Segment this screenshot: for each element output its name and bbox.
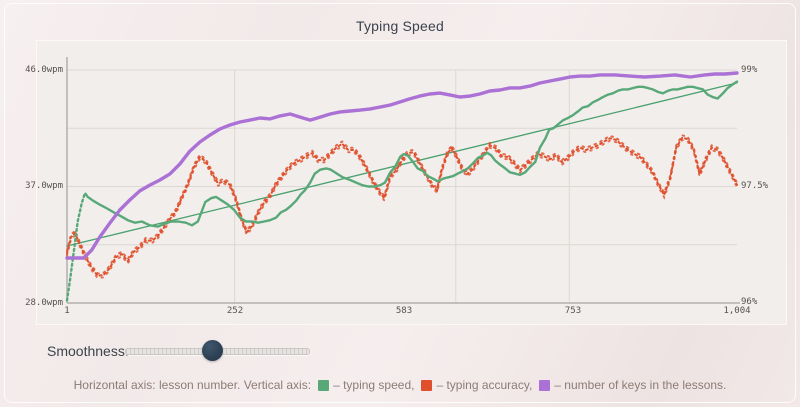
x-axis-tick-1: 1 bbox=[64, 306, 70, 316]
series-typing-accuracy bbox=[66, 134, 738, 275]
series-typing-accuracy bbox=[66, 138, 738, 280]
chart-title: Typing Speed bbox=[355, 18, 445, 34]
axes-legend: Horizontal axis: lesson number. Vertical… bbox=[0, 378, 800, 392]
x-axis-tick-252: 252 bbox=[226, 306, 244, 316]
y-axis-tick-right-97-5: 97.5% bbox=[741, 181, 769, 191]
x-axis-tick-1004: 1,004 bbox=[723, 306, 751, 316]
legend-swatch-number-of-keys bbox=[539, 380, 551, 391]
chart-paper bbox=[36, 40, 787, 325]
y-axis-tick-right-96: 96% bbox=[741, 297, 758, 307]
legend-typing-accuracy-label: – typing accuracy, bbox=[436, 378, 533, 392]
series-typing-speed-trend bbox=[66, 82, 738, 247]
y-axis-tick-left-46: 46.0wpm bbox=[25, 65, 63, 75]
legend-swatch-typing-speed bbox=[318, 380, 330, 391]
legend-prefix: Horizontal axis: lesson number. Vertical… bbox=[73, 378, 312, 392]
y-axis-tick-right-99: 99% bbox=[741, 65, 758, 75]
y-axis-tick-left-28: 28.0wpm bbox=[25, 298, 63, 308]
legend-swatch-typing-accuracy bbox=[421, 380, 433, 391]
typing-speed-chart bbox=[65, 57, 740, 304]
smoothness-slider-thumb[interactable] bbox=[202, 340, 223, 361]
series-typing-accuracy bbox=[66, 136, 738, 277]
y-axis-tick-left-37: 37.0wpm bbox=[25, 181, 63, 191]
legend-number-of-keys-label: – number of keys in the lessons. bbox=[554, 378, 727, 392]
smoothness-label: Smoothness: bbox=[47, 343, 129, 359]
series-typing-speed bbox=[86, 80, 739, 228]
x-axis-tick-753: 753 bbox=[564, 306, 582, 316]
series-typing-speed-intro bbox=[65, 190, 89, 302]
series-number-of-keys-in-the-lessons bbox=[65, 71, 739, 260]
legend-typing-speed-label: – typing speed, bbox=[333, 378, 415, 392]
x-axis-tick-583: 583 bbox=[395, 306, 413, 316]
